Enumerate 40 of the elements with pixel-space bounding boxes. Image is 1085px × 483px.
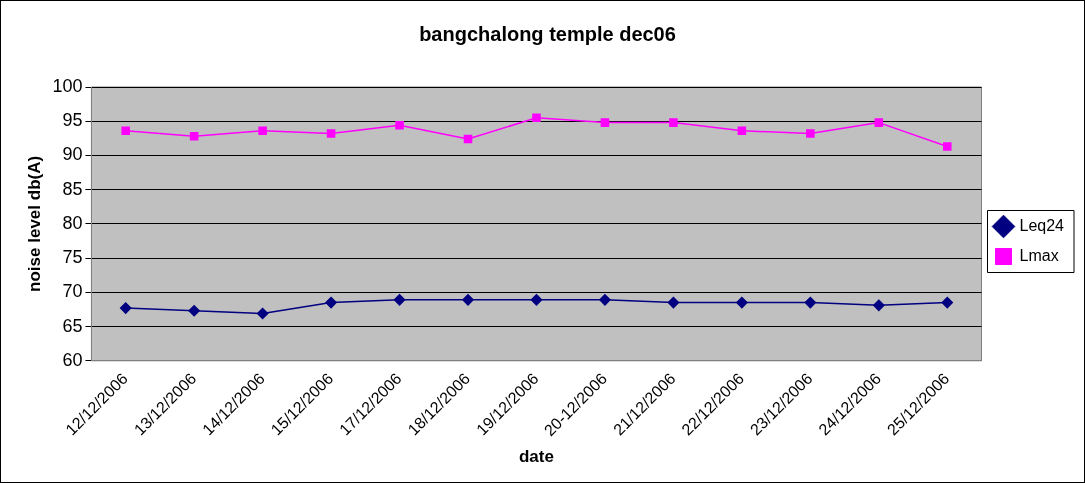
point	[599, 294, 611, 306]
point	[942, 142, 952, 151]
y-tick-label: 65	[62, 315, 83, 336]
point	[669, 118, 678, 127]
legend-label: Lmax	[1019, 246, 1059, 264]
point	[667, 296, 680, 309]
y-tick-label: 60	[62, 349, 83, 370]
legend-label: Leq24	[1019, 216, 1065, 234]
point	[532, 113, 541, 123]
point	[325, 296, 337, 309]
point	[463, 134, 473, 144]
point	[256, 307, 269, 320]
point	[600, 118, 610, 127]
point	[806, 129, 815, 138]
point	[121, 126, 130, 136]
point	[874, 118, 884, 127]
point	[326, 129, 336, 138]
y-tick-label: 100	[52, 75, 83, 96]
point	[395, 121, 404, 130]
x-axis-title: date	[518, 447, 554, 467]
y-tick-label: 75	[62, 247, 83, 268]
y-tick-label: 85	[62, 178, 83, 199]
point	[530, 294, 543, 306]
point	[189, 131, 199, 141]
point	[188, 305, 200, 317]
y-tick-label: 90	[62, 144, 83, 165]
chart-title: bangchalong temple dec06	[419, 22, 676, 45]
point	[737, 126, 747, 136]
y-axis-title: noise level db(A)	[24, 155, 44, 292]
point	[462, 294, 474, 306]
point	[393, 294, 406, 306]
point	[804, 296, 817, 309]
point	[119, 302, 132, 314]
point	[258, 126, 267, 136]
point	[941, 296, 954, 309]
y-tick-label: 80	[62, 212, 83, 233]
y-tick-label: 70	[62, 281, 83, 302]
point	[873, 299, 885, 312]
y-tick-label: 95	[62, 110, 83, 131]
point	[736, 296, 748, 309]
